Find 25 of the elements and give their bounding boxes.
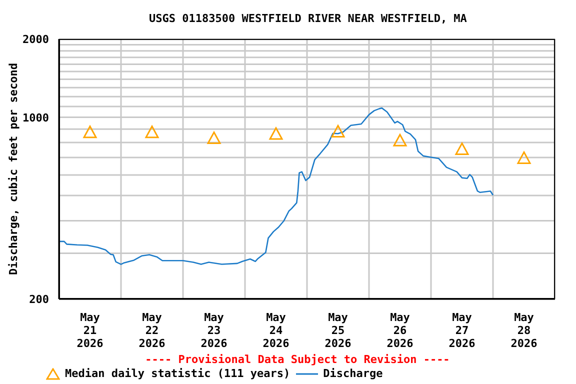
x-tick-label: May 23 2026	[200, 311, 228, 350]
x-tick-label: May 21 2026	[76, 311, 104, 350]
point	[455, 142, 469, 156]
x-tick-label: May 27 2026	[448, 311, 476, 350]
point	[145, 126, 159, 138]
legend-label: Discharge	[323, 367, 383, 381]
y-tick-label: 2000	[22, 33, 49, 46]
point	[331, 124, 345, 138]
x-tick-label: May 28 2026	[510, 311, 538, 350]
chart-title: USGS 01183500 WESTFIELD RIVER NEAR WESTFIELD, MA	[148, 12, 468, 25]
y-tick-label: 200	[29, 293, 49, 306]
line-series	[59, 107, 494, 265]
x-tick-label: May 26 2026	[386, 311, 414, 350]
legend-label: Median daily statistic (111 years)	[65, 367, 290, 381]
x-tick-label: May 25 2026	[324, 311, 352, 350]
y-tick-label: 1000	[22, 111, 49, 124]
x-tick-label: May 24 2026	[262, 311, 290, 350]
y-axis-title: Discharge, cubic feet per second	[7, 63, 20, 275]
point	[517, 151, 531, 164]
point	[207, 132, 221, 144]
point	[269, 127, 283, 140]
point	[83, 126, 97, 138]
text: ---- Provisional Data Subject to Revision ----	[144, 353, 451, 367]
point	[393, 134, 407, 146]
x-tick-label: May 22 2026	[138, 311, 166, 350]
